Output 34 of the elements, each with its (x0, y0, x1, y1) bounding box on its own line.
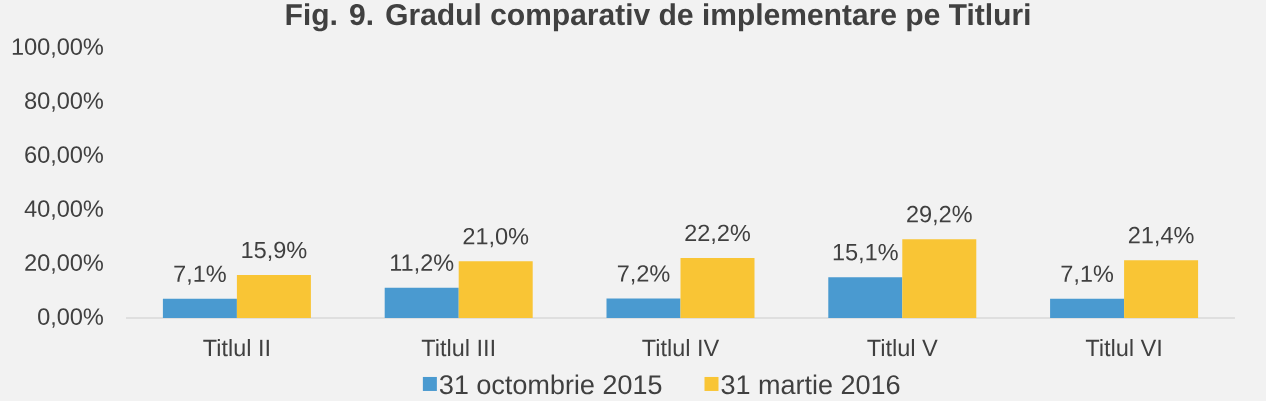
bar (384, 287, 459, 318)
data-label: 7,2% (617, 265, 670, 285)
bar (236, 275, 311, 318)
y-tick-label: 40,00% (24, 200, 103, 220)
y-tick-label: 20,00% (25, 254, 103, 274)
y-tick-label: 80,00% (25, 92, 103, 112)
data-label: 11,2% (391, 254, 454, 274)
data-label: 15,1% (833, 243, 898, 264)
data-label: 21,0% (463, 227, 529, 248)
legend-label: 31 octombrie 2015 (439, 374, 662, 395)
bar (606, 298, 681, 318)
x-tick-label: Titlul III (421, 338, 494, 357)
data-label: 15,9% (242, 241, 307, 262)
bar (458, 261, 533, 318)
x-tick-label: Titlul IV (642, 338, 720, 357)
data-label: 22,2% (685, 224, 750, 245)
x-tick-label: Titlul V (867, 338, 938, 357)
legend-label: 31 martie 2016 (721, 374, 900, 395)
bar (828, 277, 903, 318)
y-tick-label: 60,00% (25, 146, 103, 166)
data-label: 7,1% (1061, 265, 1114, 285)
bar (1124, 260, 1199, 318)
data-label: 21,4% (1128, 226, 1194, 247)
bar (680, 258, 755, 318)
bar (162, 298, 237, 318)
chart-title: Fig. 9. Gradul comparativ de implementare pe Titluri (286, 3, 1030, 32)
x-tick-label: Titlul II (203, 338, 269, 357)
bar (1050, 298, 1125, 318)
data-label: 29,2% (907, 205, 972, 226)
y-tick-label: 100,00% (12, 38, 103, 58)
x-tick-label: Titlul VI (1085, 338, 1161, 357)
bar (902, 239, 977, 318)
y-tick-label: 0,00% (38, 308, 103, 328)
data-label: 7,1% (174, 265, 226, 285)
